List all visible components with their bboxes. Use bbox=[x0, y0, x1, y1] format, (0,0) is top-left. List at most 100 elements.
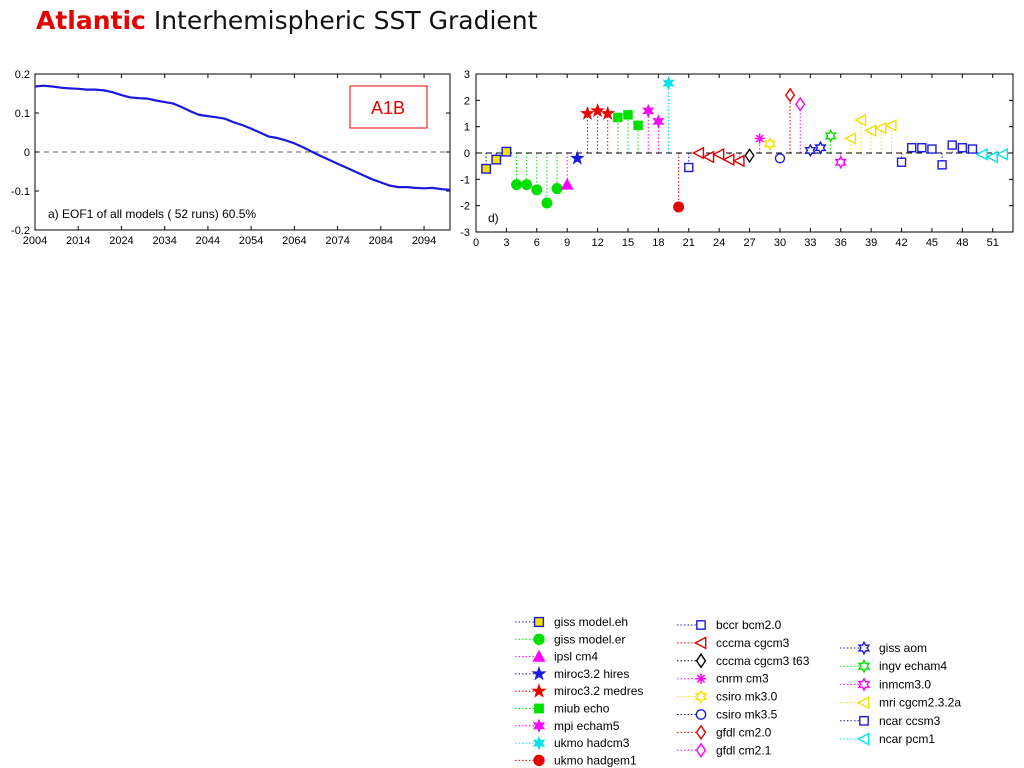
legend-marker bbox=[694, 689, 708, 704]
legend-label: bccr bcm2.0 bbox=[716, 618, 782, 632]
panel-d-point bbox=[795, 96, 806, 112]
panel-d-xtick-label: 33 bbox=[804, 237, 816, 249]
panel-a-ytick-label: 0.1 bbox=[15, 108, 30, 120]
panel-d-point bbox=[684, 162, 694, 173]
legend-marker bbox=[695, 709, 707, 720]
panel-d-point-stroke bbox=[755, 134, 764, 143]
legend-marker bbox=[533, 754, 545, 767]
legend-marker bbox=[859, 715, 869, 726]
panel-d-xtick-label: 12 bbox=[591, 237, 603, 249]
panel-a-xtick-label: 2094 bbox=[412, 235, 436, 247]
legend-label: miroc3.2 hires bbox=[554, 667, 629, 681]
panel-d-point bbox=[744, 148, 755, 164]
legend-label: ncar ccsm3 bbox=[879, 714, 941, 728]
panel-d-point bbox=[917, 143, 927, 153]
legend-label: ncar pcm1 bbox=[879, 732, 935, 746]
panel-d-point bbox=[600, 105, 616, 120]
legend-label: gfdl cm2.0 bbox=[716, 725, 772, 739]
panel-d-xtick-label: 39 bbox=[865, 237, 877, 249]
legend-label: ipsl cm4 bbox=[554, 650, 598, 664]
panel-a-xtick-label: 2004 bbox=[23, 235, 47, 247]
panel-d-point bbox=[804, 143, 817, 158]
panel-d-xtick-label: 9 bbox=[564, 237, 570, 249]
legend-marker bbox=[695, 653, 707, 669]
legend-marker bbox=[532, 735, 546, 751]
panel-d-point bbox=[501, 146, 512, 157]
panel-d-point bbox=[763, 136, 776, 151]
panel-d-xtick-label: 30 bbox=[774, 237, 786, 249]
panel-d-point bbox=[967, 144, 978, 154]
panel-d-point bbox=[623, 110, 633, 120]
legend-marker bbox=[856, 732, 870, 746]
panel-d-xtick-label: 18 bbox=[652, 237, 664, 249]
panel-d-point bbox=[569, 150, 585, 165]
title-rest: Interhemispheric SST Gradient bbox=[153, 6, 538, 35]
panel-d-ytick-label: 2 bbox=[464, 95, 470, 107]
legend-label: mpi echam5 bbox=[554, 719, 620, 733]
panel-d-xtick-label: 6 bbox=[534, 237, 540, 249]
panel-d-point bbox=[843, 132, 857, 145]
slide-title: Atlantic Interhemispheric SST Gradient bbox=[36, 6, 537, 35]
panel-d-point bbox=[834, 155, 847, 170]
panel-d-xtick-label: 24 bbox=[713, 237, 725, 249]
legend-label: giss aom bbox=[879, 641, 927, 655]
panel-d-point bbox=[673, 201, 685, 213]
legend-marker bbox=[532, 649, 546, 662]
panel-d-xtick-label: 42 bbox=[895, 237, 907, 249]
legend-marker bbox=[857, 659, 871, 674]
panel-d-point bbox=[521, 179, 533, 191]
legend-label: giss model.er bbox=[554, 632, 625, 646]
panel-d-point bbox=[814, 140, 827, 155]
panel-d-ytick-label: 1 bbox=[464, 122, 470, 134]
legend-marker bbox=[534, 703, 544, 714]
legend-label: mri cgcm2.3.2a bbox=[879, 696, 961, 710]
panel-a-ytick-label: 0 bbox=[24, 147, 30, 159]
panel-d-point bbox=[937, 160, 947, 170]
panel-a-xtick-label: 2074 bbox=[325, 235, 349, 247]
legend-marker bbox=[531, 665, 547, 681]
panel-d-scatter-chart: 0 3 6 9 12 15 18 21 24 27 30 33 36 39 42 45 48 513210-1-2… bbox=[460, 69, 1014, 249]
legend-marker bbox=[695, 724, 707, 741]
panel-d-point bbox=[985, 150, 998, 164]
panel-d-frame bbox=[475, 73, 1014, 233]
panel-a-ytick-label: -0.2 bbox=[11, 225, 30, 237]
panel-d-xtick-label: 45 bbox=[926, 237, 938, 249]
legend-marker bbox=[533, 633, 545, 645]
panel-d-point bbox=[491, 154, 502, 165]
panel-d-point bbox=[854, 113, 867, 127]
panel-d-point bbox=[652, 114, 665, 129]
panel-d-point bbox=[947, 140, 957, 150]
panel-d-ytick-label: -3 bbox=[460, 227, 470, 239]
panel-a-xtick-label: 2044 bbox=[196, 235, 220, 247]
legend-marker bbox=[857, 640, 871, 656]
panel-d-point bbox=[702, 150, 715, 164]
legend-label: gfdl cm2.1 bbox=[716, 743, 772, 757]
panel-d-point bbox=[633, 120, 643, 131]
title-accent: Atlantic bbox=[36, 6, 146, 35]
panel-d-ytick-label: 0 bbox=[464, 148, 470, 160]
panel-d-point bbox=[613, 112, 623, 123]
panel-d-point bbox=[896, 157, 907, 167]
legend-marker bbox=[533, 616, 545, 628]
panel-d-xtick-label: 48 bbox=[956, 237, 968, 249]
panel-d-xtick-label: 27 bbox=[743, 237, 755, 249]
legend-label: cccma cgcm3 bbox=[716, 636, 790, 650]
legend-marker bbox=[856, 695, 870, 710]
panel-d-point bbox=[642, 103, 655, 118]
legend-label: ukmo hadgem1 bbox=[554, 753, 637, 767]
panel-d-point bbox=[975, 147, 988, 161]
legend: giss model.eh giss model.er ipsl cm4 miroc3… bbox=[515, 615, 961, 767]
legend-label: inmcm3.0 bbox=[879, 677, 931, 691]
panel-a-xtick-label: 2054 bbox=[239, 235, 263, 247]
panel-d-point bbox=[712, 147, 725, 161]
panel-d-xtick-label: 21 bbox=[683, 237, 695, 249]
panel-a-ytick-label: -0.1 bbox=[11, 186, 30, 198]
panel-a-eof1-line bbox=[34, 84, 451, 191]
panel-d-ytick-label: 3 bbox=[464, 69, 470, 81]
scenario-label: A1B bbox=[371, 98, 405, 118]
panel-d-point bbox=[995, 147, 1009, 161]
legend-label: cnrm cm3 bbox=[716, 672, 769, 686]
panel-d-point bbox=[662, 76, 675, 91]
panel-d-point bbox=[551, 183, 563, 195]
legend-marker-stroke bbox=[696, 674, 706, 683]
